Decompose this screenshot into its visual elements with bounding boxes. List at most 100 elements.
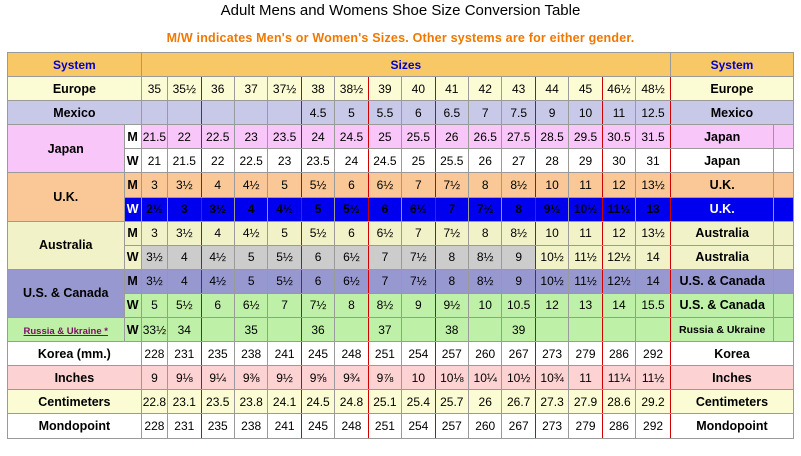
size-cell: 7 xyxy=(367,244,403,270)
size-cell xyxy=(167,100,202,126)
size-cell: 6½ xyxy=(401,196,436,222)
size-cell: 7 xyxy=(467,100,503,126)
size-cell: 10.5 xyxy=(501,292,536,319)
size-cell: 279 xyxy=(568,413,603,439)
size-cell xyxy=(200,100,235,126)
size-cell: 7 xyxy=(267,292,302,319)
size-cell: 36 xyxy=(200,76,235,102)
table-row: W 21 21.5 22 22.5 23 23.5 24 24.5 25 25.5 26 27 28 29 3… xyxy=(8,148,794,174)
row-label-right: Russia & Ukraine xyxy=(669,317,775,343)
size-cell: 12 xyxy=(534,292,570,319)
size-cell: 12½ xyxy=(601,244,637,270)
size-cell xyxy=(568,317,603,343)
size-cell: 10 xyxy=(568,100,603,126)
size-cell: 292 xyxy=(635,341,671,367)
row-label-right: Japan xyxy=(669,124,775,150)
size-cell: 36 xyxy=(300,317,336,343)
size-cell: 9 xyxy=(501,268,536,294)
size-cell: 43 xyxy=(501,76,536,102)
row-label: Mondopoint xyxy=(7,413,142,439)
size-cell: 38 xyxy=(300,76,336,102)
size-cell xyxy=(334,317,369,343)
size-cell: 4 xyxy=(167,244,202,270)
size-cell: 7 xyxy=(401,172,436,198)
size-cell: 21 xyxy=(140,148,169,174)
size-cell: 9 xyxy=(501,244,536,270)
right-spacer-cell xyxy=(773,268,794,294)
size-cell: 25 xyxy=(401,148,436,174)
row-label: Japan xyxy=(7,124,125,174)
russia-ukraine-link[interactable]: Russia & Ukraine * xyxy=(23,325,108,337)
size-cell: 40 xyxy=(401,76,436,102)
size-cell: 30 xyxy=(601,148,637,174)
size-cell: 4½ xyxy=(233,220,269,246)
size-cell: 10½ xyxy=(568,196,603,222)
size-cell: 231 xyxy=(167,413,202,439)
size-cell: 6 xyxy=(401,100,436,126)
size-cell: 31 xyxy=(635,148,671,174)
size-cell: 22 xyxy=(167,124,202,150)
size-cell: 8 xyxy=(334,292,369,319)
size-cell: 26 xyxy=(467,389,503,415)
right-spacer-cell xyxy=(773,292,794,319)
size-cell: 29.2 xyxy=(635,389,671,415)
row-label-right: Mexico xyxy=(669,100,795,126)
size-cell: 34 xyxy=(167,317,202,343)
size-cell: 27 xyxy=(501,148,536,174)
size-cell: 5 xyxy=(334,100,369,126)
table-row: W 3½ 4 4½ 5 5½ 6 6½ 7 7½ 8 8½ 9 10½ 11½ 12½ 14 Australia xyxy=(8,244,794,270)
size-cell: 7 xyxy=(367,268,403,294)
size-cell: 37 xyxy=(367,317,403,343)
size-cell: 254 xyxy=(401,341,436,367)
size-cell xyxy=(267,317,302,343)
size-cell: 14 xyxy=(601,292,637,319)
size-cell: 7½ xyxy=(300,292,336,319)
gender-cell: W xyxy=(123,244,142,270)
size-cell: 238 xyxy=(233,413,269,439)
size-cell: 10½ xyxy=(534,268,570,294)
right-spacer-cell xyxy=(773,196,794,222)
size-cell: 8 xyxy=(467,172,503,198)
row-label: U.S. & Canada xyxy=(7,268,125,319)
right-spacer-cell xyxy=(773,317,794,343)
size-cell: 273 xyxy=(534,413,570,439)
table-row: U.S. & Canada M 3½ 4 4½ 5 5½ 6 6½ 7 7½ 8 8½ 9 10½ 11½ 12… xyxy=(7,268,794,319)
size-cell: 6 xyxy=(334,220,369,246)
size-cell: 9½ xyxy=(434,292,470,319)
size-cell: 7½ xyxy=(401,268,436,294)
size-cell: 35 xyxy=(233,317,269,343)
size-cell: 248 xyxy=(334,341,369,367)
size-cell xyxy=(635,317,671,343)
size-cell: 254 xyxy=(401,413,436,439)
header-row: System Sizes System xyxy=(7,51,795,78)
table-row: Centimeters 22.8 23.1 23.5 23.8 24.1 24.5 24.8 2… xyxy=(7,389,795,415)
size-cell: 23 xyxy=(267,148,302,174)
size-cell: 245 xyxy=(300,413,336,439)
size-cell: 273 xyxy=(534,341,570,367)
gender-cell: M xyxy=(123,220,142,246)
size-cell: 5 xyxy=(233,268,269,294)
size-cell: 29.5 xyxy=(568,124,603,150)
size-cell: 9⅞ xyxy=(367,365,403,391)
row-label: U.K. xyxy=(7,172,125,222)
row-label: Mexico xyxy=(7,100,142,126)
size-cell: 26.5 xyxy=(467,124,503,150)
size-cell: 245 xyxy=(300,341,336,367)
row-label-right: Europe xyxy=(669,76,795,102)
size-cell: 257 xyxy=(434,341,470,367)
size-cell: 35½ xyxy=(167,76,202,102)
size-cell: 3 xyxy=(140,220,169,246)
gender-cell: W xyxy=(123,196,142,222)
size-cell: 37½ xyxy=(267,76,302,102)
size-cell: 10 xyxy=(401,365,436,391)
size-cell: 3½ xyxy=(167,220,202,246)
size-cell: 4 xyxy=(233,196,269,222)
size-cell xyxy=(233,100,269,126)
size-cell: 25.4 xyxy=(401,389,436,415)
size-cell: 7½ xyxy=(401,244,436,270)
size-cell: 11 xyxy=(568,365,603,391)
size-cell: 25.7 xyxy=(434,389,470,415)
size-cell: 27.9 xyxy=(568,389,603,415)
row-label-right: U.S. & Canada xyxy=(669,292,775,319)
size-cell: 4½ xyxy=(233,172,269,198)
